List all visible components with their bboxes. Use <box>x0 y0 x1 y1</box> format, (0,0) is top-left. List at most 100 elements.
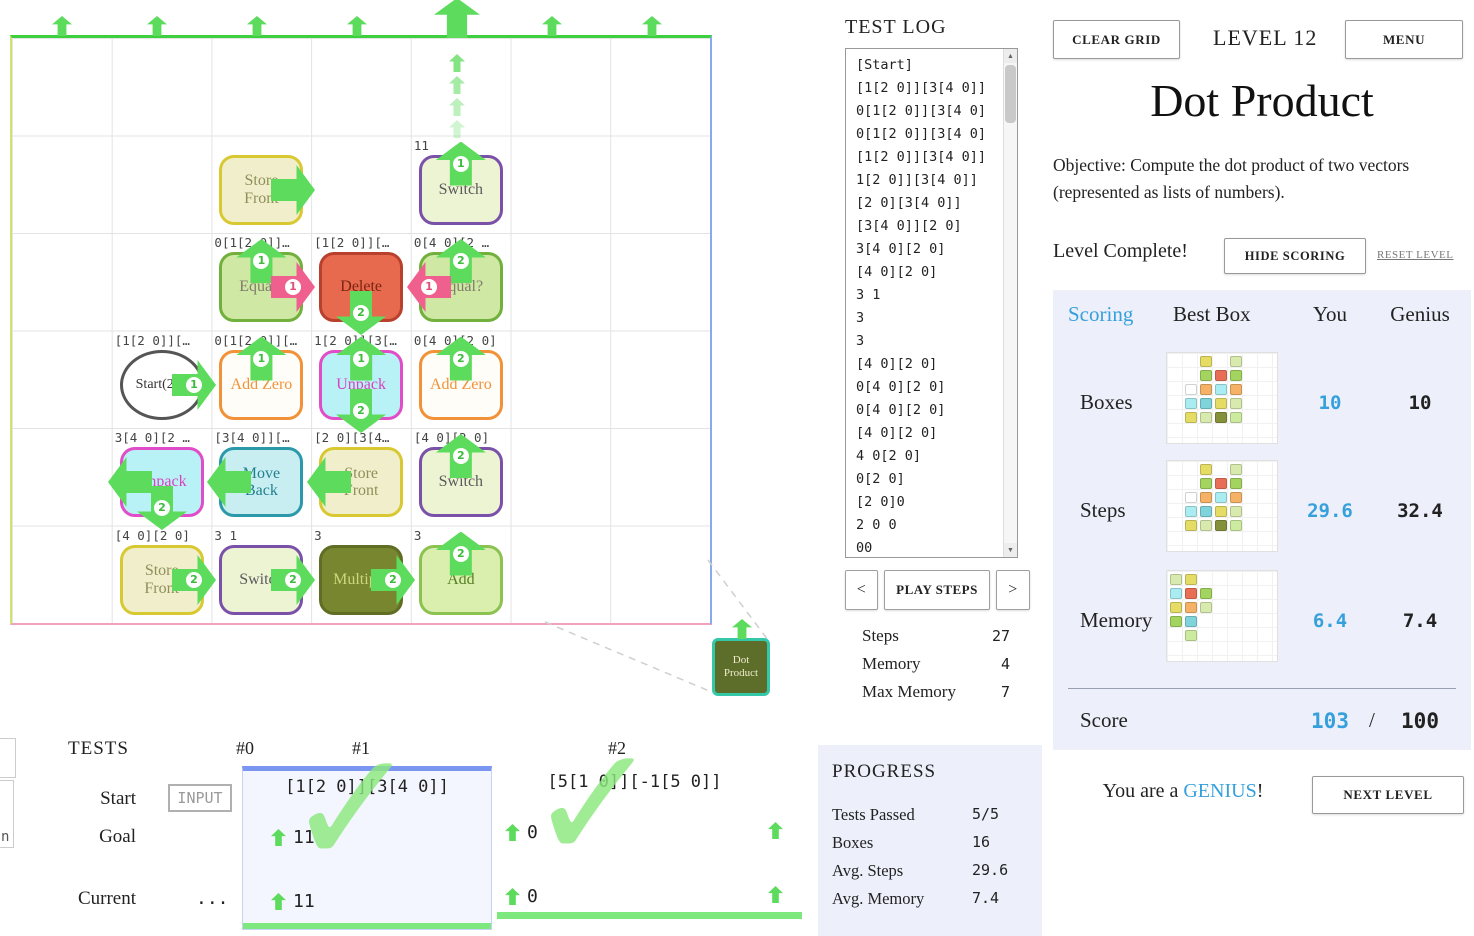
scrollbar[interactable]: ▲ ▼ <box>1003 49 1017 557</box>
tile-switch[interactable]: Switch 2 <box>219 544 304 615</box>
green-arrow-right-icon: 1 <box>172 360 216 410</box>
scrollbar-thumb[interactable] <box>1005 65 1016 123</box>
tile-annotation: 3[4 0][2 … <box>114 430 190 445</box>
test-col-2: #2 <box>608 738 626 758</box>
green-arrow-down-icon: 2 <box>137 486 187 530</box>
output-arrow-icon <box>347 16 367 36</box>
tile-store[interactable]: Store Front <box>319 447 404 517</box>
tile-switch[interactable]: Switch 2 <box>418 447 503 517</box>
test-log-title: TEST LOG <box>845 16 947 38</box>
thumbnail-tile <box>1230 520 1242 531</box>
level-title: Dot Product <box>1150 75 1374 126</box>
test-input-field[interactable]: INPUT <box>168 784 232 812</box>
score-you-value: 103 <box>1311 709 1349 733</box>
best-box-thumbnail-steps[interactable] <box>1166 460 1278 552</box>
test-card-2[interactable]: [5[1 0]][-1[5 0]] 0 ✓ 0 <box>497 724 772 930</box>
log-line: [4 0][2 0] <box>856 425 938 441</box>
clear-grid-button[interactable]: CLEAR GRID <box>1053 20 1180 59</box>
thumbnail-tile <box>1230 464 1242 475</box>
scroll-down-icon[interactable]: ▼ <box>1004 543 1017 557</box>
tile-moveback[interactable]: Move Back <box>219 447 304 517</box>
thumbnail-tile <box>1170 602 1182 613</box>
tile-addzero[interactable]: Add Zero 2 <box>418 349 503 420</box>
tile-equal[interactable]: Equal? 1 1 <box>219 252 304 322</box>
tile-label: Unpack <box>136 473 187 491</box>
tile-multiply[interactable]: Multiply 2 <box>319 544 404 615</box>
score-max-value: 100 <box>1401 709 1439 733</box>
test2-goal-value: 0 <box>527 822 538 843</box>
log-line: [Start] <box>856 57 913 73</box>
tests-heading: TESTS <box>68 738 129 759</box>
tile-switch[interactable]: Switch 1 <box>418 154 503 225</box>
thumbnail-tile <box>1215 370 1227 381</box>
menu-button[interactable]: MENU <box>1345 20 1463 59</box>
scoring-panel: Scoring Best Box You Genius Boxes 10 10 … <box>1053 290 1471 750</box>
thumbnail-tile <box>1170 616 1182 627</box>
avg-memory-label: Avg. Memory <box>832 889 925 908</box>
thumbnail-tile <box>1185 398 1197 409</box>
tile-addzero[interactable]: Add Zero 1 <box>219 349 304 420</box>
thumbnail-tile <box>1200 412 1212 423</box>
tile-annotation: 1[2 0]][3[… <box>314 332 397 348</box>
tile-store[interactable]: Store Front 2 <box>119 544 204 615</box>
thumbnail-tile <box>1200 356 1212 367</box>
tile-unpack[interactable]: Unpack 2 <box>119 447 204 517</box>
tile-annotation: [4 0][2 0] <box>114 527 190 543</box>
log-line: [1[2 0]][3[4 0]] <box>856 80 987 96</box>
avg-steps-label: Avg. Steps <box>832 861 904 880</box>
thumbnail-tile <box>1200 492 1212 503</box>
scroll-up-icon[interactable]: ▲ <box>1004 49 1017 63</box>
step-forward-button[interactable]: > <box>996 570 1030 610</box>
run-stats: Steps 27 Memory 4 Max Memory 7 <box>845 622 1018 706</box>
green-arrow-down-icon: 2 <box>336 291 386 335</box>
scoring-header: Scoring <box>1068 302 1134 326</box>
tests-passed-label: Tests Passed <box>832 805 915 824</box>
thumbnail-tile <box>1185 520 1197 531</box>
memory-value: 4 <box>1000 655 1010 673</box>
row-label-start: Start <box>100 788 136 809</box>
thumbnail-tile <box>1170 588 1182 599</box>
log-line: 0[1[2 0]][3[4 0] <box>856 103 987 119</box>
test1-start-value: [1[2 0]][3[4 0]] <box>285 777 449 797</box>
green-arrow-up-icon: 2 <box>436 532 486 576</box>
log-line: 00 <box>856 540 873 556</box>
next-level-button[interactable]: NEXT LEVEL <box>1312 776 1464 814</box>
trail-arrow-icon <box>449 120 465 138</box>
tile-equal[interactable]: Equal? 2 1 <box>418 252 503 322</box>
test-card-1[interactable]: [1[2 0]][3[4 0]] 11 ✓ 11 <box>242 729 492 930</box>
thumbnail-tile <box>1200 588 1212 599</box>
tile-unpack[interactable]: Unpack 1 2 <box>319 349 404 420</box>
congrats-highlight: GENIUS <box>1183 780 1257 802</box>
thumbnail-tile <box>1230 506 1242 517</box>
thumbnail-tile <box>1185 574 1197 585</box>
congrats-suffix: ! <box>1256 780 1264 802</box>
green-arrow-left-icon <box>108 457 152 507</box>
grid-board[interactable]: Store Front 11 Switch 1 0[1[2 0]]… Equal? 1 1 [1… <box>10 35 712 625</box>
best-box-thumbnail-boxes[interactable] <box>1166 352 1278 444</box>
mini-tile-label: Dot Product <box>723 654 759 679</box>
up-arrow-icon <box>271 829 286 846</box>
tile-delete[interactable]: Delete 2 <box>319 252 404 322</box>
reset-level-link[interactable]: RESET LEVEL <box>1377 249 1454 261</box>
row-label-goal: Goal <box>99 826 136 847</box>
green-arrow-down-icon: 2 <box>336 389 386 433</box>
thumbnail-tile <box>1170 574 1182 585</box>
test-log-box[interactable]: [Start] [1[2 0]][3[4 0]] 0[1[2 0]][3[4 0] 0… <box>845 48 1018 558</box>
best-box-thumbnail-memory[interactable] <box>1166 570 1278 662</box>
pink-arrow-left-icon: 1 <box>407 262 451 312</box>
tile-start[interactable]: Start(2… 1 <box>119 349 204 420</box>
max-memory-value: 7 <box>1000 683 1010 701</box>
tile-annotation: [1[2 0]][… <box>314 235 390 250</box>
hide-scoring-button[interactable]: HIDE SCORING <box>1224 238 1366 274</box>
thumbnail-tile <box>1200 464 1212 475</box>
test2-start-value: [5[1 0]][-1[5 0]] <box>547 772 722 792</box>
step-back-button[interactable]: < <box>845 570 878 610</box>
thumbnail-tile <box>1185 588 1197 599</box>
log-line: 4 0[2 0] <box>856 448 922 464</box>
play-steps-button[interactable]: PLAY STEPS <box>884 570 990 610</box>
tile-store[interactable]: Store Front <box>219 154 304 225</box>
tile-add[interactable]: Add 2 <box>418 544 503 615</box>
log-line: 3[4 0][2 0] <box>856 241 946 257</box>
log-line: 0[4 0][2 0] <box>856 379 946 395</box>
dot-product-mini-tile[interactable]: Dot Product <box>712 638 770 696</box>
